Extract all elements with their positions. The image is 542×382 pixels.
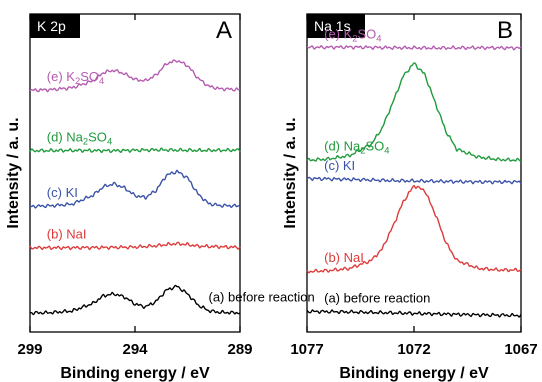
series-line-d	[29, 147, 241, 154]
series-line-e	[29, 59, 241, 93]
series-label-a: (a) before reaction	[209, 290, 315, 305]
x-tick-label: 1077	[290, 341, 323, 358]
series-label-a: (a) before reaction	[324, 291, 430, 306]
panel-tag: K 2p	[37, 18, 66, 34]
panel-b: 1077 1072 1067 Binding energy / eV Intensity…	[282, 13, 538, 382]
series-line-a	[29, 284, 241, 316]
series-line-b	[306, 184, 522, 274]
series-label-c: (c) KI	[47, 185, 78, 200]
y-axis-label: Intensity / a. u.	[5, 117, 22, 228]
series-line-c	[306, 176, 522, 185]
plot-frame	[29, 13, 241, 333]
panel-tag: Na 1s	[314, 18, 351, 34]
panel-letter: A	[216, 17, 232, 44]
x-axis-label: Binding energy / eV	[60, 365, 210, 382]
series-label-e: (e) K2​SO4​	[47, 69, 104, 86]
series-label-d: (d) Na2​SO4​	[324, 138, 389, 155]
series-line-d	[306, 62, 522, 163]
panel-a: 299 294 289 Binding energy / eV Intensity / …	[5, 13, 315, 382]
series-label-b: (b) NaI	[324, 250, 364, 265]
y-axis-label: Intensity / a. u.	[282, 117, 299, 228]
series-line-c	[29, 169, 241, 209]
series-line-a	[306, 309, 522, 318]
x-tick-label: 294	[122, 341, 148, 358]
panel-tag-box	[307, 14, 365, 38]
plot-frame	[306, 13, 522, 333]
series-label-d: (d) Na2​SO4​	[47, 130, 112, 147]
series-line-b	[29, 241, 241, 251]
series-label-c: (c) KI	[324, 158, 355, 173]
series-line-e	[306, 45, 522, 51]
x-tick-label: 1072	[397, 341, 430, 358]
x-tick-label: 299	[17, 341, 42, 358]
panel-tag-box	[30, 14, 80, 38]
series-label-e: (e) K2​SO4​	[324, 26, 381, 43]
x-axis-label: Binding energy / eV	[339, 365, 489, 382]
x-tick-label: 289	[227, 341, 252, 358]
panel-letter: B	[497, 17, 513, 44]
x-tick-label: 1067	[504, 341, 537, 358]
series-label-b: (b) NaI	[47, 227, 87, 242]
